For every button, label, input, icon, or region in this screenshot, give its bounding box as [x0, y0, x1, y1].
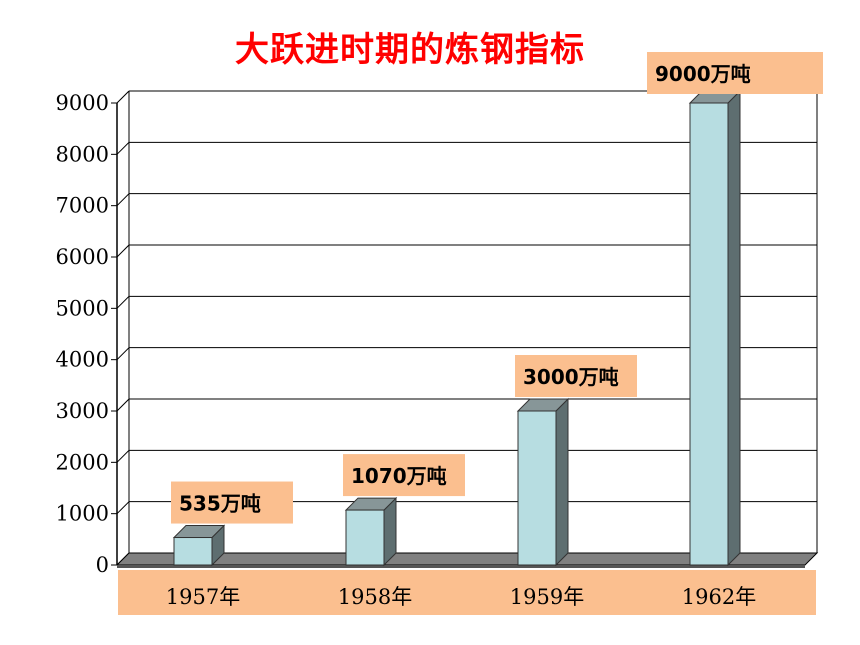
data-label: 3000万吨: [515, 355, 637, 397]
bar-side: [727, 89, 741, 567]
y-tick-label: 1000: [56, 502, 109, 526]
bar-front: [345, 509, 385, 566]
y-tick-label: 5000: [56, 296, 109, 320]
x-axis-band: [118, 570, 816, 615]
bar: [688, 89, 742, 567]
data-label-text: 535万吨: [179, 492, 261, 516]
gridline-depth: [116, 295, 130, 309]
x-category-label: 1959年: [510, 585, 584, 609]
gridline-depth: [116, 141, 130, 155]
data-labels: 535万吨 1070万吨 3000万吨 9000万吨: [171, 52, 823, 524]
x-category-label: 1957年: [166, 585, 240, 609]
data-label-box: [171, 481, 293, 524]
bar-front: [689, 102, 729, 566]
gridline-depth: [116, 244, 130, 258]
bar: [516, 397, 570, 567]
bar-side: [555, 397, 569, 567]
chart-title: 大跃进时期的炼钢指标: [235, 30, 585, 70]
data-label-box: [647, 52, 823, 94]
y-tick-label: 7000: [56, 194, 109, 218]
y-tick-label: 3000: [56, 399, 109, 423]
bar: [344, 496, 398, 567]
x-category-label: 1958年: [338, 585, 412, 609]
y-axis: 0 1000 2000 3000 4000 5000 6000 7000 8000 9000: [56, 91, 130, 577]
bar-front: [173, 537, 213, 566]
data-label-text: 3000万吨: [523, 365, 619, 389]
y-tick-label: 6000: [56, 245, 109, 269]
x-axis-labels: 1957年 1958年 1959年 1962年: [166, 585, 756, 609]
data-label-text: 1070万吨: [351, 464, 447, 488]
data-label-text: 9000万吨: [655, 62, 751, 86]
y-tick-label: 9000: [56, 91, 109, 115]
chart-floor: [115, 552, 819, 568]
x-category-label: 1962年: [682, 585, 756, 609]
data-label: 9000万吨: [647, 52, 823, 94]
bar-front: [517, 410, 557, 566]
floor-front: [117, 565, 805, 568]
bar: [172, 524, 226, 567]
y-tick-label: 0: [96, 553, 109, 577]
data-label: 535万吨: [171, 481, 293, 524]
gridline-depth: [116, 398, 130, 412]
y-tick-label: 2000: [56, 450, 109, 474]
gridline-depth: [116, 193, 130, 207]
y-tick-label: 8000: [56, 142, 109, 166]
data-label-box: [515, 355, 637, 397]
data-label-box: [343, 454, 465, 497]
gridline-depth: [116, 90, 130, 104]
y-tick-label: 4000: [56, 348, 109, 372]
gridline-depth: [116, 347, 130, 361]
gridline-depth: [116, 501, 130, 515]
gridline-depth: [116, 449, 130, 463]
data-label: 1070万吨: [343, 454, 465, 497]
